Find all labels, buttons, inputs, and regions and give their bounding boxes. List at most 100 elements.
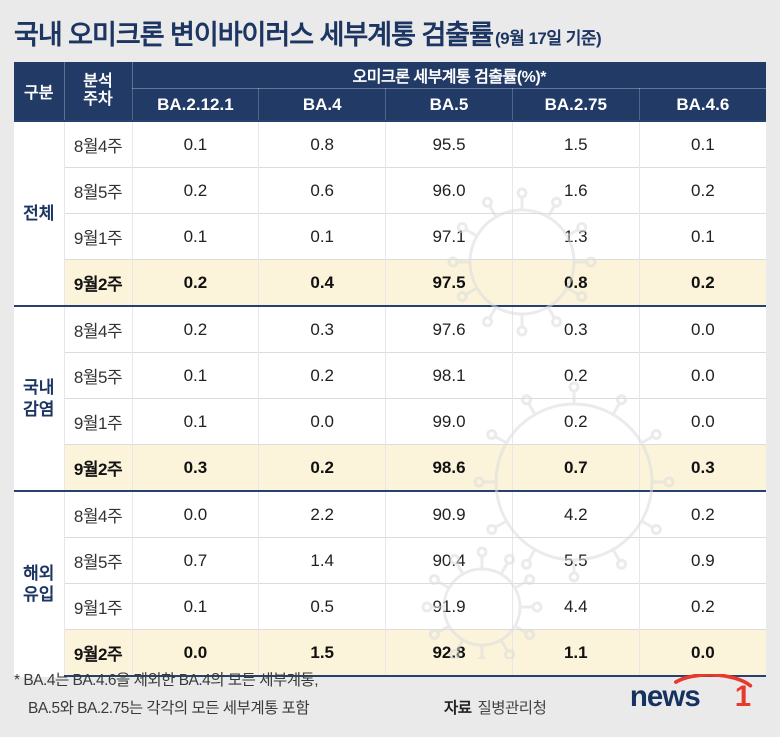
week-cell: 9월1주 <box>63 398 132 445</box>
value-cell: 97.6 <box>385 305 513 353</box>
value-cell: 0.2 <box>638 583 766 630</box>
value-cell: 0.2 <box>258 352 386 399</box>
value-cell: 0.2 <box>258 444 386 491</box>
col-header-variant-ba2121: BA.2.12.1 <box>131 88 259 121</box>
value-cell: 0.1 <box>131 583 259 630</box>
value-cell: 0.2 <box>511 398 640 445</box>
footnote-line-2: BA.5와 BA.2.75는 각각의 모든 세부계통 포함 <box>28 700 310 717</box>
week-cell: 8월4주 <box>63 305 132 353</box>
value-cell: 0.1 <box>131 398 259 445</box>
value-cell: 0.0 <box>131 490 259 538</box>
table-body: 전체 8월4주 0.1 0.8 95.5 1.5 0.1 8월5주 0.2 0.6 96.0 1.6 0… <box>14 120 766 677</box>
value-cell: 1.6 <box>511 167 640 214</box>
row-group-label: 해외 유입 <box>14 490 64 676</box>
value-cell: 0.3 <box>638 444 766 491</box>
value-cell: 0.3 <box>511 305 640 353</box>
value-cell: 0.6 <box>258 167 386 214</box>
value-cell: 99.0 <box>385 398 513 445</box>
col-header-variant-ba46: BA.4.6 <box>638 88 766 121</box>
table-row: 9월1주 0.1 0.5 91.9 4.4 0.2 <box>14 583 766 630</box>
value-cell: 0.2 <box>638 167 766 214</box>
logo-text: news <box>630 680 700 713</box>
table-row: 8월5주 0.7 1.4 90.4 5.5 0.9 <box>14 537 766 584</box>
title-date-note: (9월 17일 기준) <box>494 29 602 48</box>
value-cell: 0.2 <box>131 167 259 214</box>
week-cell: 9월2주 <box>63 444 132 491</box>
table-row: 9월2주 0.2 0.4 97.5 0.8 0.2 <box>14 259 766 306</box>
week-cell: 8월5주 <box>63 537 132 584</box>
logo-swoosh <box>674 673 753 688</box>
table-row: 8월5주 0.1 0.2 98.1 0.2 0.0 <box>14 352 766 399</box>
value-cell: 0.0 <box>638 352 766 399</box>
value-cell: 1.4 <box>258 537 386 584</box>
footnote: * BA.4는 BA.4.6을 제외한 BA.4의 모든 세부계통, BA.5와… <box>14 666 766 728</box>
value-cell: 0.1 <box>258 213 386 260</box>
value-cell: 0.8 <box>511 259 640 306</box>
table-header: 구분 분석 주차 오미크론 세부계통 검출률(%)* BA.2.12.1 BA.… <box>14 62 766 121</box>
value-cell: 0.4 <box>258 259 386 306</box>
value-cell: 90.4 <box>385 537 513 584</box>
detection-table: 구분 분석 주차 오미크론 세부계통 검출률(%)* BA.2.12.1 BA.… <box>14 62 766 677</box>
week-cell: 8월4주 <box>63 490 132 538</box>
row-group-label: 국내 감염 <box>14 305 64 491</box>
value-cell: 98.1 <box>385 352 513 399</box>
col-header-variant-ba275: BA.2.75 <box>511 88 640 121</box>
col-header-week: 분석 주차 <box>63 62 132 121</box>
value-cell: 0.9 <box>638 537 766 584</box>
value-cell: 0.8 <box>258 120 386 168</box>
table-row: 해외 유입 8월4주 0.0 2.2 90.9 4.2 0.2 <box>14 490 766 676</box>
value-cell: 0.1 <box>638 213 766 260</box>
value-cell: 1.5 <box>258 629 386 677</box>
value-cell: 2.2 <box>258 490 386 538</box>
source-value: 질병관리청 <box>477 700 547 717</box>
value-cell: 0.2 <box>511 352 640 399</box>
value-cell: 0.2 <box>131 305 259 353</box>
week-cell: 9월2주 <box>63 259 132 306</box>
table-row: 국내 감염 8월4주 0.2 0.3 97.6 0.3 0.0 <box>14 305 766 491</box>
page-title: 국내 오미크론 변이바이러스 세부계통 검출률 (9월 17일 기준) <box>14 13 766 52</box>
row-group-label: 전체 <box>14 120 64 306</box>
week-cell: 9월1주 <box>63 583 132 630</box>
value-cell: 0.3 <box>131 444 259 491</box>
value-cell: 0.2 <box>638 259 766 306</box>
col-header-variant-ba5: BA.5 <box>385 88 513 121</box>
value-cell: 1.3 <box>511 213 640 260</box>
week-cell: 9월1주 <box>63 213 132 260</box>
source-credit: 자료 질병관리청 <box>444 696 547 718</box>
table-row: 8월5주 0.2 0.6 96.0 1.6 0.2 <box>14 167 766 214</box>
value-cell: 0.5 <box>258 583 386 630</box>
value-cell: 5.5 <box>511 537 640 584</box>
week-cell: 9월2주 <box>63 629 132 677</box>
footnote-line-1: * BA.4는 BA.4.6을 제외한 BA.4의 모든 세부계통, <box>14 672 319 689</box>
table-row: 9월1주 0.1 0.0 99.0 0.2 0.0 <box>14 398 766 445</box>
value-cell: 0.2 <box>638 490 766 538</box>
source-label: 자료 <box>444 700 472 717</box>
value-cell: 90.9 <box>385 490 513 538</box>
logo-accent: 1 <box>735 680 751 713</box>
value-cell: 0.3 <box>258 305 386 353</box>
col-header-span-title: 오미크론 세부계통 검출률(%)* <box>131 62 766 89</box>
col-header-group: 구분 <box>14 62 64 121</box>
value-cell: 0.1 <box>638 120 766 168</box>
value-cell: 4.4 <box>511 583 640 630</box>
value-cell: 0.0 <box>638 305 766 353</box>
value-cell: 0.1 <box>131 213 259 260</box>
value-cell: 0.0 <box>258 398 386 445</box>
value-cell: 98.6 <box>385 444 513 491</box>
value-cell: 0.7 <box>511 444 640 491</box>
page-title-text: 국내 오미크론 변이바이러스 세부계통 검출률 <box>14 20 494 50</box>
value-cell: 0.0 <box>638 398 766 445</box>
value-cell: 97.5 <box>385 259 513 306</box>
value-cell: 0.1 <box>131 120 259 168</box>
value-cell: 97.1 <box>385 213 513 260</box>
value-cell: 91.9 <box>385 583 513 630</box>
week-cell: 8월5주 <box>63 352 132 399</box>
week-cell: 8월4주 <box>63 120 132 168</box>
table-row: 9월2주 0.3 0.2 98.6 0.7 0.3 <box>14 444 766 491</box>
value-cell: 0.0 <box>131 629 259 677</box>
news1-logo-graphic: news 1 <box>630 673 753 713</box>
value-cell: 4.2 <box>511 490 640 538</box>
value-cell: 96.0 <box>385 167 513 214</box>
value-cell: 95.5 <box>385 120 513 168</box>
